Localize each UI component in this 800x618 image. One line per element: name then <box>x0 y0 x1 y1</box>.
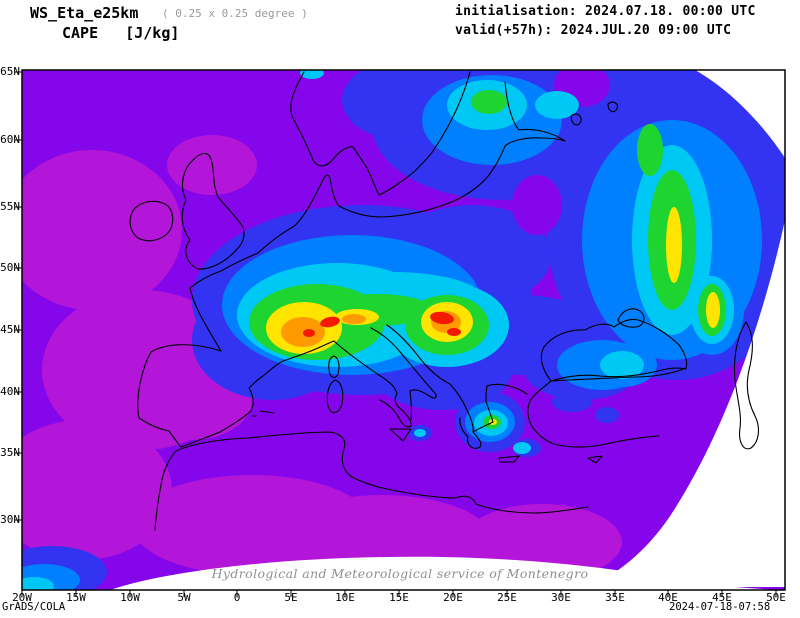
axis-ticks <box>15 71 777 597</box>
lon-label: 40E <box>658 591 678 604</box>
lat-label: 55N <box>0 200 20 213</box>
lon-label: 20W <box>12 591 32 604</box>
lon-label: 10W <box>120 591 140 604</box>
init-time: initialisation: 2024.07.18. 00:00 UTC <box>455 4 756 19</box>
lon-label: 30E <box>551 591 571 604</box>
valid-time: valid(+57h): 2024.JUL.20 09:00 UTC <box>455 23 732 38</box>
lat-label: 45N <box>0 323 20 336</box>
cape-level-red <box>303 311 461 337</box>
watermark: Hydrological and Meteorological service … <box>211 566 589 581</box>
variable-label: CAPE [J/kg] <box>62 24 180 42</box>
cape-field <box>22 70 785 590</box>
lon-label: 5E <box>284 591 298 604</box>
lon-label: 25E <box>497 591 517 604</box>
lat-label: 40N <box>0 385 20 398</box>
lon-label: 5W <box>177 591 191 604</box>
lon-label: 0 <box>233 591 241 604</box>
creation-timestamp: 2024-07-18-07:58 <box>669 601 771 613</box>
domain-edge-mask <box>110 70 785 590</box>
lat-label: 35N <box>0 446 20 459</box>
grads-credit: GrADS/COLA <box>2 601 66 613</box>
lon-label: 20E <box>443 591 463 604</box>
coastlines <box>129 71 760 531</box>
lat-label: 30N <box>0 513 20 526</box>
lon-label: 35E <box>605 591 625 604</box>
lat-label: 50N <box>0 261 20 274</box>
model-title: WS_Eta_e25km <box>30 4 139 22</box>
grid-resolution-note: ( 0.25 x 0.25 degree ) <box>162 7 308 20</box>
lon-label: 50E <box>766 591 786 604</box>
lat-label: 60N <box>0 133 20 146</box>
lon-label: 15W <box>66 591 86 604</box>
lon-label: 10E <box>335 591 355 604</box>
lon-label: 45E <box>712 591 732 604</box>
lat-label: 65N <box>0 65 20 78</box>
lon-label: 15E <box>389 591 409 604</box>
